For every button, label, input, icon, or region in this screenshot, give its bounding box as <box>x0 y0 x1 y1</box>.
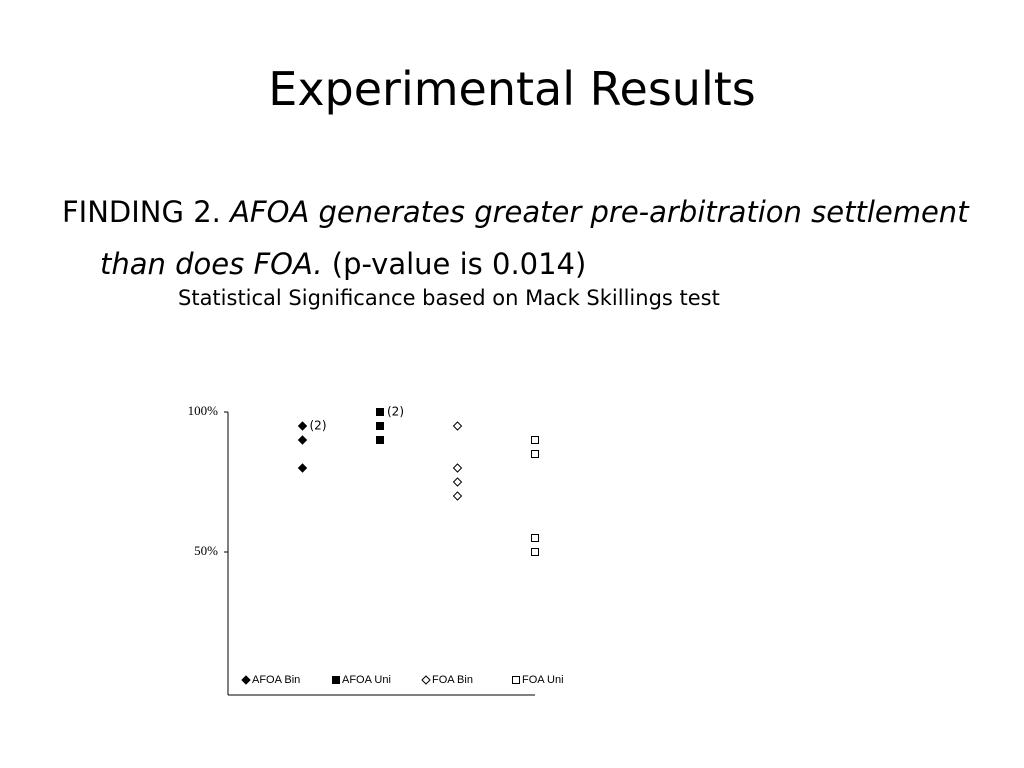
point <box>531 534 539 542</box>
point <box>531 548 539 556</box>
finding-text: AFOA generates greater pre-arbitration s… <box>100 195 969 281</box>
legend-label: AFOA Bin <box>252 674 300 686</box>
point <box>376 422 384 430</box>
point-label: (2) <box>387 405 404 419</box>
point <box>452 421 463 431</box>
point <box>376 436 384 444</box>
legend-label: AFOA Uni <box>342 674 391 686</box>
point <box>531 450 539 458</box>
point <box>452 477 463 487</box>
legend-marker <box>332 676 340 684</box>
legend-marker <box>512 676 520 684</box>
y-tick-label: 100% <box>188 403 219 418</box>
point <box>452 463 463 473</box>
legend-label: FOA Bin <box>432 674 473 686</box>
legend-marker <box>421 675 431 685</box>
subtitle: Statistical Significance based on Mack S… <box>178 286 720 310</box>
legend-marker <box>241 675 251 685</box>
legend-label: FOA Uni <box>522 674 564 686</box>
point <box>297 435 308 445</box>
point-label: (2) <box>310 419 327 433</box>
point <box>297 421 308 431</box>
point <box>297 463 308 473</box>
slide-title: Experimental Results <box>268 62 756 116</box>
p-value-note: (p-value is 0.014) <box>331 247 587 281</box>
finding-label: FINDING 2. <box>62 195 221 229</box>
y-tick-label: 50% <box>194 543 218 558</box>
point <box>452 491 463 501</box>
point <box>531 436 539 444</box>
finding: FINDING 2. AFOA generates greater pre-ar… <box>62 186 980 290</box>
point <box>376 408 384 416</box>
